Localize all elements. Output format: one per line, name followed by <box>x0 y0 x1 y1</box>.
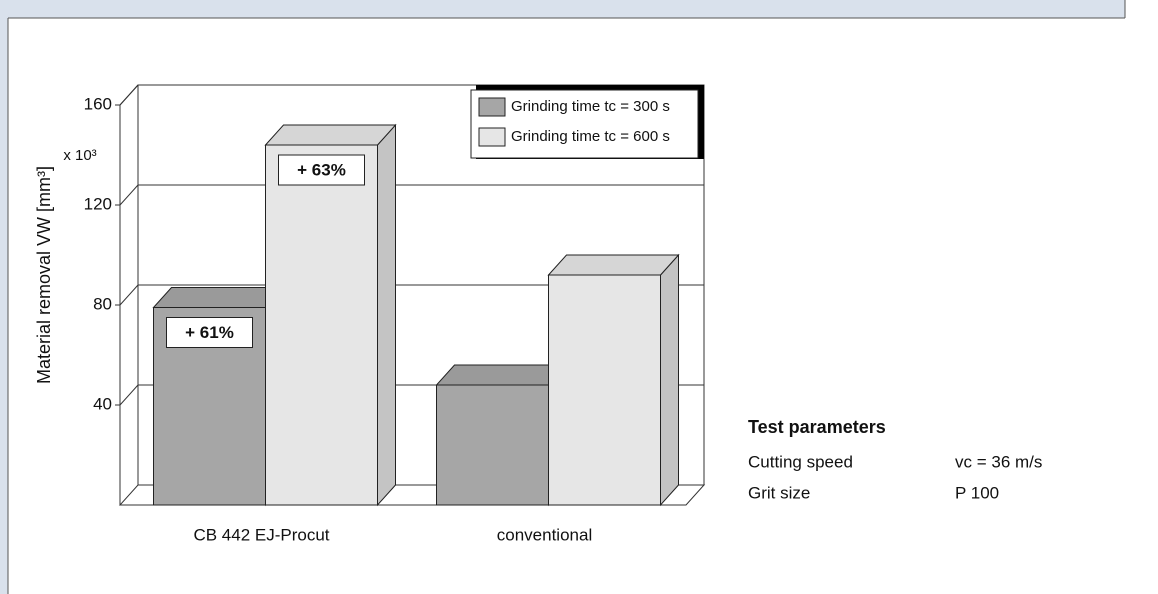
bar <box>264 123 397 507</box>
params-title: Test parameters <box>748 417 886 437</box>
legend-label: Grinding time tc = 600 s <box>511 128 670 145</box>
y-multiplier: x 10³ <box>63 147 96 164</box>
y-tick-label: 120 <box>84 194 112 213</box>
param-name: Cutting speed <box>748 452 853 471</box>
y-tick-label: 160 <box>84 94 112 113</box>
bar-front <box>265 144 378 506</box>
bar-top <box>152 287 285 308</box>
param-value: P 100 <box>955 483 999 502</box>
grid-depth <box>119 284 139 306</box>
bar-top <box>264 124 397 146</box>
bar-top <box>435 364 568 386</box>
grid-depth <box>119 84 139 106</box>
bar-top <box>547 254 680 276</box>
param-name: Grit size <box>748 483 810 502</box>
panel-right <box>1125 0 1158 594</box>
grid-depth <box>119 384 139 406</box>
bar-side <box>377 123 396 507</box>
legend <box>470 89 699 159</box>
annotation: + 61% <box>185 323 234 342</box>
y-axis-label: Material removal VW [mm³] <box>34 166 54 384</box>
y-tick-label: 40 <box>93 394 112 413</box>
legend-swatch <box>478 97 506 117</box>
legend-swatch <box>478 127 506 147</box>
x-tick-label: conventional <box>497 525 592 544</box>
legend-label: Grinding time tc = 300 s <box>511 98 670 115</box>
annotation-box <box>278 154 365 186</box>
bar-front <box>548 274 661 506</box>
bar <box>547 253 680 507</box>
annotation-box <box>166 317 253 348</box>
y-tick-label: 80 <box>93 294 112 313</box>
bar-front <box>436 384 549 506</box>
bar <box>435 363 568 507</box>
bar-side <box>660 253 679 507</box>
x-tick-label: CB 442 EJ-Procut <box>193 525 329 544</box>
grid-depth <box>119 184 139 206</box>
annotation: + 63% <box>297 160 346 179</box>
param-value: vc = 36 m/s <box>955 452 1042 471</box>
